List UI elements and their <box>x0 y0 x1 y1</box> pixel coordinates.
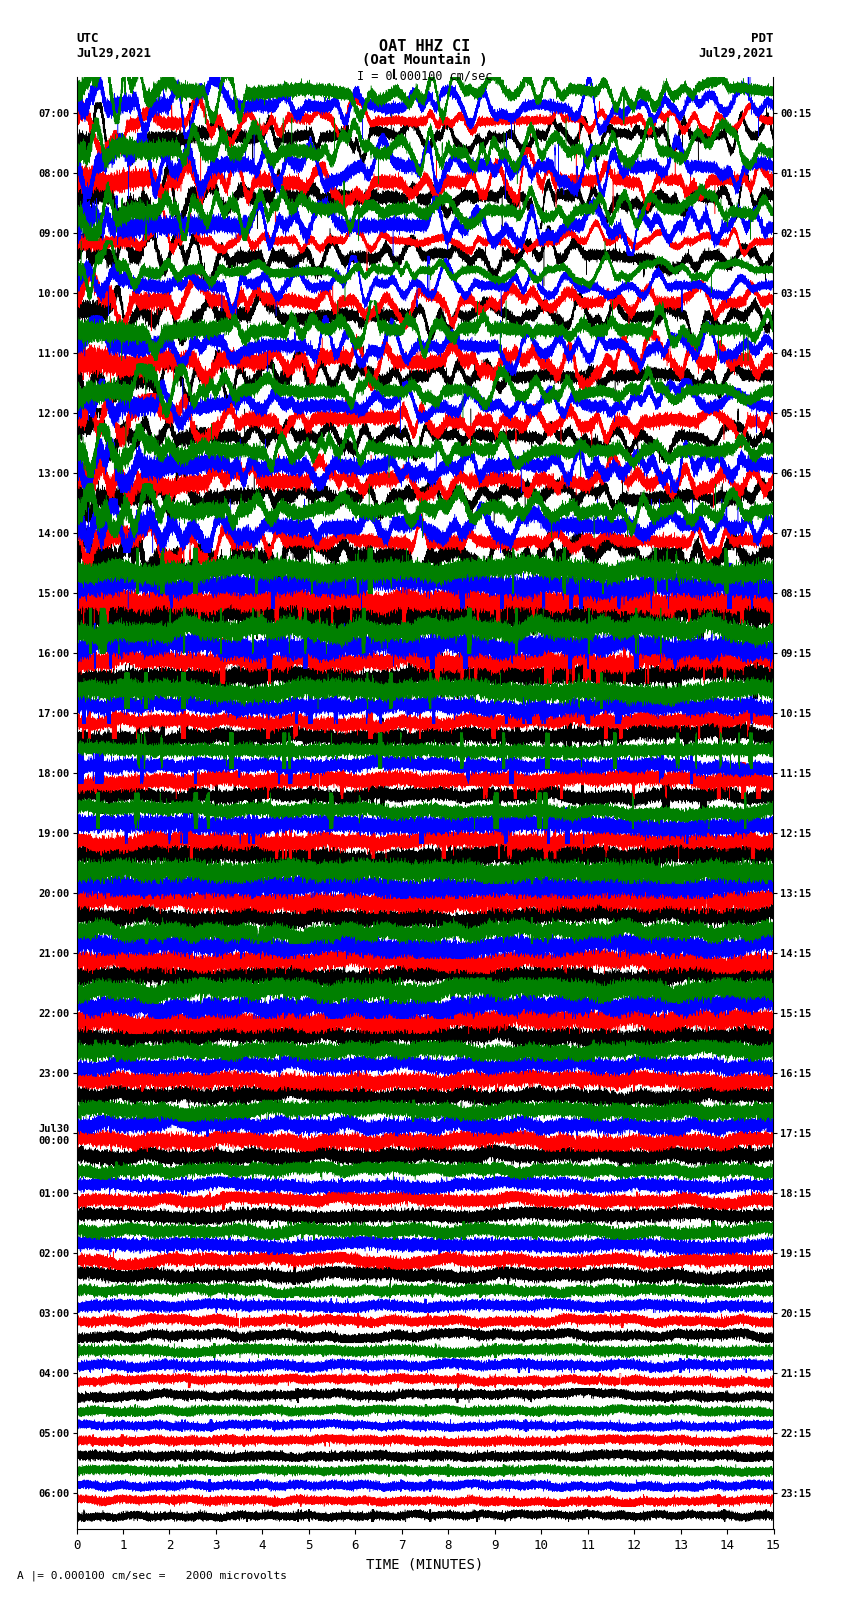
Text: PDT: PDT <box>751 32 774 45</box>
Text: UTC: UTC <box>76 32 99 45</box>
Text: Jul29,2021: Jul29,2021 <box>76 47 151 60</box>
Text: (Oat Mountain ): (Oat Mountain ) <box>362 53 488 68</box>
Text: Jul29,2021: Jul29,2021 <box>699 47 774 60</box>
Text: I = 0.000100 cm/sec: I = 0.000100 cm/sec <box>357 69 493 82</box>
Text: OAT HHZ CI: OAT HHZ CI <box>379 39 471 53</box>
X-axis label: TIME (MINUTES): TIME (MINUTES) <box>366 1558 484 1571</box>
Text: A |= 0.000100 cm/sec =   2000 microvolts: A |= 0.000100 cm/sec = 2000 microvolts <box>17 1569 287 1581</box>
